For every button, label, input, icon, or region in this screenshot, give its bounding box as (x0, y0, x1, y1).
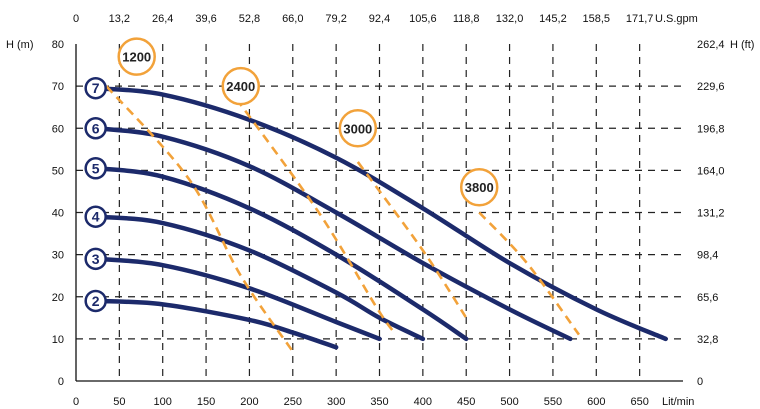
y-tick-2: 20 (52, 292, 64, 304)
rpm-label-3800: 3800 (465, 180, 494, 195)
x2-tick-2: 26,4 (152, 13, 173, 25)
x-tick-7: 350 (370, 396, 388, 408)
series-label-2: 2 (92, 293, 100, 309)
x2-tick-12: 158,5 (583, 13, 611, 25)
x2-tick-6: 79,2 (325, 13, 346, 25)
y2-tick-4: 131,2 (697, 208, 725, 220)
y2-tick-5: 164,0 (697, 165, 725, 177)
tick-labels: 0 50 100 150 200 250 300 350 400 450 500 550 600 650 L… (6, 13, 754, 408)
x-tick-5: 250 (284, 396, 302, 408)
x2-tick-3: 39,6 (195, 13, 216, 25)
rpm-lines: 1200 2400 3000 3800 (105, 37, 580, 353)
y-tick-6: 60 (52, 123, 64, 135)
x-tick-1: 50 (113, 396, 125, 408)
y2-axis-label: H (ft) (730, 39, 754, 51)
series-badge-2 (84, 289, 107, 313)
x-tick-4: 200 (240, 396, 258, 408)
y-tick-8: 80 (52, 39, 64, 51)
y2-tick-7: 229,6 (697, 81, 725, 93)
y2-tick-8: 262,4 (697, 39, 725, 51)
series-badge-5 (84, 157, 107, 180)
rpm-marker-1200 (117, 37, 156, 76)
series-label-6: 6 (92, 120, 100, 136)
y-tick-7: 70 (52, 81, 64, 93)
series-badge-4 (84, 205, 107, 228)
y-axis-label: H (m) (6, 39, 34, 51)
x2-axis-unit: U.S.gpm (655, 13, 698, 25)
y-tick-3: 30 (52, 250, 64, 262)
y-tick-5: 50 (52, 165, 64, 177)
rpm-label-1200: 1200 (122, 50, 151, 65)
x2-tick-9: 118,8 (453, 13, 480, 25)
series-label-4: 4 (92, 209, 100, 225)
curve-7 (95, 85, 668, 342)
curve-4 (95, 214, 426, 342)
x-tick-13: 650 (630, 396, 648, 408)
x-tick-0: 0 (73, 396, 79, 408)
x-tick-8: 400 (414, 396, 432, 408)
series-labels: 2 3 4 5 6 7 (84, 76, 107, 313)
x2-tick-13: 171,7 (626, 13, 654, 25)
rpm-marker-2400 (221, 66, 261, 106)
performance-curves (95, 85, 668, 350)
y2-tick-1: 32,8 (697, 334, 718, 346)
x-tick-11: 550 (544, 396, 562, 408)
rpm-line-3000 (356, 161, 468, 319)
rpm-line-2400 (235, 97, 394, 332)
y2-tick-0: 0 (697, 376, 703, 388)
curve-6 (95, 126, 573, 342)
axes (75, 44, 683, 382)
x-tick-10: 500 (500, 396, 518, 408)
curve-5 (95, 166, 469, 342)
rpm-line-1200 (105, 85, 294, 353)
rpm-marker-3000 (338, 109, 378, 148)
x-tick-6: 300 (327, 396, 345, 408)
y-tick-0: 0 (58, 376, 64, 388)
x2-tick-10: 132,0 (496, 13, 524, 25)
x2-tick-8: 105,6 (409, 13, 437, 25)
curve-2 (95, 298, 339, 350)
x-tick-9: 450 (457, 396, 475, 408)
rpm-line-3800 (478, 211, 580, 336)
x2-tick-7: 92,4 (369, 13, 390, 25)
series-label-3: 3 (92, 251, 100, 267)
x2-tick-5: 66,0 (282, 13, 303, 25)
x2-tick-4: 52,8 (239, 13, 260, 25)
x-axis-unit: Lit/min (662, 396, 694, 408)
rpm-label-2400: 2400 (226, 79, 255, 94)
y-tick-4: 40 (52, 208, 64, 220)
rpm-marker-3800 (459, 167, 499, 207)
series-badge-6 (84, 117, 107, 140)
x2-tick-1: 13,2 (109, 13, 130, 25)
x2-tick-11: 145,2 (539, 13, 567, 25)
x-tick-3: 150 (197, 396, 215, 408)
series-badge-7 (84, 76, 107, 100)
x2-tick-0: 0 (73, 13, 79, 25)
y2-tick-2: 65,6 (697, 292, 718, 304)
x-tick-12: 600 (587, 396, 605, 408)
y2-tick-6: 196,8 (697, 123, 725, 135)
curve-3 (95, 256, 382, 342)
series-badge-3 (84, 247, 107, 271)
x-tick-2: 100 (154, 396, 172, 408)
series-label-5: 5 (92, 160, 100, 176)
rpm-label-3000: 3000 (343, 121, 372, 136)
y-tick-1: 10 (52, 334, 64, 346)
series-label-7: 7 (92, 80, 100, 96)
y2-tick-3: 98,4 (697, 250, 718, 262)
